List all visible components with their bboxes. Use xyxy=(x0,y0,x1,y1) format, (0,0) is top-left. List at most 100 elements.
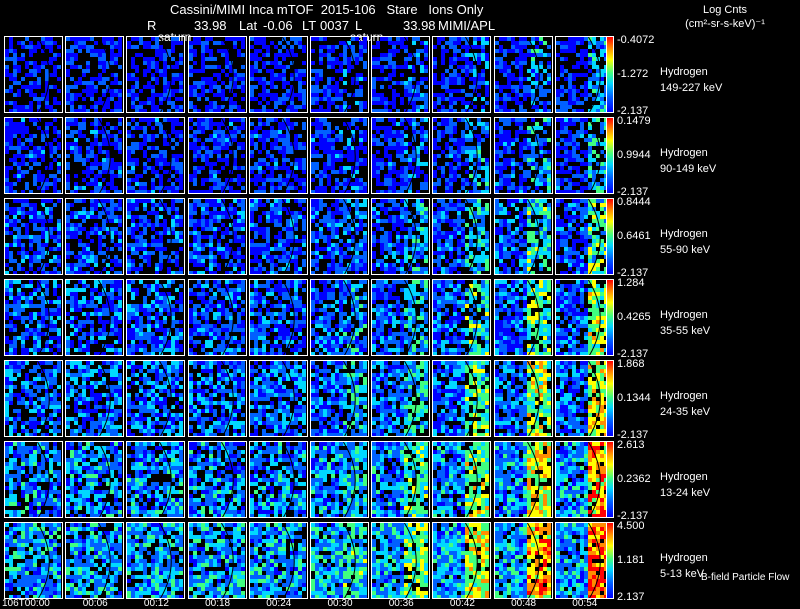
saturn-outline xyxy=(465,280,479,355)
pixel-map xyxy=(494,37,551,112)
colorbar-min-label: -2.137 xyxy=(617,429,649,441)
saturn-outline xyxy=(98,361,111,436)
saturn-outline xyxy=(220,442,234,517)
pixel-map xyxy=(5,361,61,436)
saturn-outline xyxy=(343,118,356,193)
time-tick-label: 00:30 xyxy=(327,598,353,609)
species-name: Hydrogen xyxy=(660,309,708,321)
saturn-outline xyxy=(159,199,173,274)
pixel-map xyxy=(494,199,551,274)
image-panel xyxy=(371,117,431,194)
image-panel xyxy=(310,522,369,599)
saturn-outline xyxy=(281,361,295,436)
image-panel xyxy=(4,198,63,275)
pixel-map xyxy=(5,37,61,112)
image-panel xyxy=(310,279,369,356)
time-tick-label: 106T00:00 xyxy=(2,598,50,609)
lt-label: LT xyxy=(302,18,317,33)
pixel-map xyxy=(433,442,490,517)
image-panel xyxy=(4,522,63,599)
pixel-map xyxy=(249,523,306,598)
pixel-map xyxy=(494,118,551,193)
lat-label: Lat xyxy=(239,18,258,33)
saturn-outline xyxy=(587,280,601,355)
image-panel xyxy=(65,117,125,194)
image-panel xyxy=(4,360,63,437)
image-panel xyxy=(4,117,63,194)
species-name: Hydrogen xyxy=(660,471,708,483)
saturn-outline xyxy=(587,118,601,193)
pixel-map xyxy=(127,118,184,193)
species-name: Hydrogen xyxy=(660,228,708,240)
pixel-map xyxy=(555,199,612,274)
image-panel xyxy=(493,522,553,599)
pixel-map xyxy=(188,523,245,598)
saturn-outline xyxy=(465,199,479,274)
pixel-map xyxy=(66,118,123,193)
pixel-map xyxy=(311,442,367,517)
saturn-outline xyxy=(526,442,540,517)
pixel-map xyxy=(66,361,123,436)
saturn-outline xyxy=(37,280,50,355)
saturn-outline xyxy=(404,523,417,598)
image-panel xyxy=(65,441,125,518)
pixel-map xyxy=(5,118,61,193)
energy-range: 149-227 keV xyxy=(660,82,723,94)
colorbar-min-label: -2.137 xyxy=(617,267,649,279)
image-panel xyxy=(554,279,614,356)
saturn-outline xyxy=(98,37,111,112)
energy-row: 0.8444 0.6461 -2.137 Hydrogen 55-90 keV xyxy=(0,196,800,279)
image-panel xyxy=(554,441,614,518)
pixel-map xyxy=(188,118,245,193)
image-panel xyxy=(554,522,614,599)
image-panel xyxy=(65,522,125,599)
saturn-outline xyxy=(526,118,540,193)
image-panel xyxy=(310,36,369,113)
image-panel xyxy=(126,36,186,113)
image-panel xyxy=(4,441,63,518)
image-panel xyxy=(493,441,553,518)
image-panel xyxy=(432,360,492,437)
pixel-map xyxy=(372,37,429,112)
saturn-outline xyxy=(159,361,173,436)
image-panel xyxy=(248,441,308,518)
image-panel xyxy=(493,36,553,113)
saturn-outline xyxy=(98,442,111,517)
colorbar-mid-label: 0.1344 xyxy=(617,392,651,404)
image-panel xyxy=(432,117,492,194)
pixel-map xyxy=(311,361,367,436)
pixel-map xyxy=(433,118,490,193)
saturn-outline xyxy=(281,118,295,193)
colorbar-max-label: 0.8444 xyxy=(617,196,651,208)
species-name: Hydrogen xyxy=(660,147,708,159)
pixel-map xyxy=(127,442,184,517)
saturn-outline xyxy=(465,37,479,112)
saturn-outline xyxy=(343,280,356,355)
species-label: Hydrogen 149-227 keV xyxy=(660,64,722,96)
colorbar-max-label: 0.1479 xyxy=(617,115,651,127)
energy-range: 24-35 keV xyxy=(660,406,711,418)
pixel-map xyxy=(249,361,306,436)
energy-range: 90-149 keV xyxy=(660,163,717,175)
saturn-outline xyxy=(526,199,540,274)
image-panel xyxy=(126,441,186,518)
saturn-outline xyxy=(220,280,234,355)
pixel-map xyxy=(188,361,245,436)
species-label: Hydrogen 24-35 keV xyxy=(660,388,710,420)
image-panel xyxy=(248,117,308,194)
energy-row: 2.613 0.2362 -2.137 Hydrogen 13-24 keV xyxy=(0,439,800,522)
pixel-map xyxy=(66,280,123,355)
colorbar-max-label: 1.284 xyxy=(617,277,645,289)
colorbar-units: Log Cnts (cm²-sr-s-keV)⁻¹ xyxy=(650,3,800,31)
saturn-outline xyxy=(465,442,479,517)
pixel-map xyxy=(555,442,612,517)
saturn-outline xyxy=(281,442,295,517)
colorbar xyxy=(606,441,614,518)
image-panel xyxy=(126,279,186,356)
image-panel xyxy=(432,198,492,275)
image-panel xyxy=(554,360,614,437)
lat-value: -0.06 xyxy=(263,18,293,33)
image-panel xyxy=(248,360,308,437)
saturn-outline xyxy=(159,37,173,112)
species-label: Hydrogen 55-90 keV xyxy=(660,226,710,258)
